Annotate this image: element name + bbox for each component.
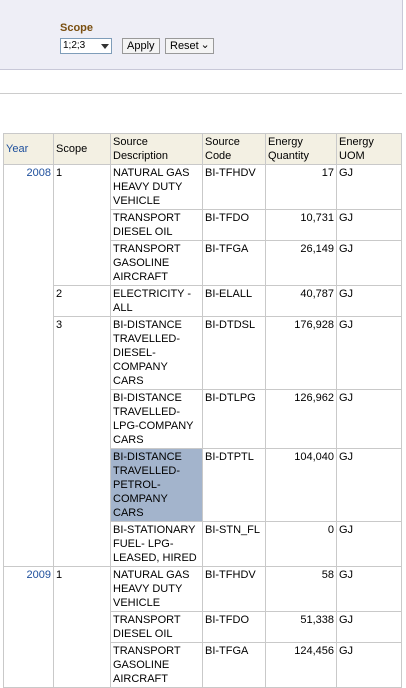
quantity-cell: 176,928: [265, 316, 337, 390]
description-cell: ELECTRICITY - ALL: [110, 285, 203, 317]
uom-cell: GJ: [336, 240, 402, 286]
code-cell: BI-TFDO: [202, 209, 266, 241]
year-cell: 2008: [3, 164, 54, 567]
uom-cell: GJ: [336, 642, 402, 688]
table-row: BI-DISTANCE TRAVELLED-PETROL-COMPANY CAR…: [4, 448, 402, 522]
uom-cell: GJ: [336, 389, 402, 449]
description-cell: NATURAL GAS HEAVY DUTY VEHICLE: [110, 164, 203, 210]
table-row: TRANSPORT GASOLINE AIRCRAFT BI-TFGA 26,149…: [4, 240, 402, 286]
quantity-cell: 40,787: [265, 285, 337, 317]
scope-cell: 1: [53, 164, 111, 286]
uom-cell: GJ: [336, 566, 402, 612]
code-cell: BI-TFGA: [202, 642, 266, 688]
column-header: Source Description: [110, 133, 203, 165]
table-row: 3 BI-DISTANCE TRAVELLED-DIESEL-COMPANY CA…: [4, 316, 402, 567]
table-row: 2009 1 NATURAL GAS HEAVY DUTY VEHICLE BI-TF…: [3, 566, 402, 688]
quantity-cell: 26,149: [265, 240, 337, 286]
description-cell: TRANSPORT GASOLINE AIRCRAFT: [110, 240, 203, 286]
quantity-cell: 0: [265, 521, 337, 567]
description-cell: TRANSPORT DIESEL OIL: [110, 611, 203, 643]
column-header: Scope: [53, 133, 111, 165]
code-cell: BI-STN_FL: [202, 521, 266, 567]
table-body: 2008 1 NATURAL GAS HEAVY DUTY VEHICLE BI-TF…: [3, 164, 402, 688]
description-cell: BI-STATIONARY FUEL- LPG-LEASED, HIRED: [110, 521, 203, 567]
quantity-cell: 58: [265, 566, 337, 612]
quantity-cell: 126,962: [265, 389, 337, 449]
code-cell: BI-TFGA: [202, 240, 266, 286]
code-cell: BI-TFDO: [202, 611, 266, 643]
uom-cell: GJ: [336, 448, 402, 522]
filter-label: Scope: [60, 22, 94, 34]
quantity-cell: 17: [265, 164, 337, 210]
uom-cell: GJ: [336, 209, 402, 241]
uom-cell: GJ: [336, 521, 402, 567]
scope-cell: 2: [53, 285, 111, 317]
code-cell: BI-TFHDV: [202, 164, 266, 210]
reset-arrow: ⌄: [200, 39, 210, 51]
table-row: 2008 1 NATURAL GAS HEAVY DUTY VEHICLE BI-TF…: [3, 164, 402, 567]
table-row: TRANSPORT DIESEL OIL BI-TFDO 10,731 GJ: [4, 209, 402, 241]
uom-cell: GJ: [336, 164, 402, 210]
code-cell: BI-TFHDV: [202, 566, 266, 612]
header-row: Year Scope Source Description Source Code En…: [3, 133, 402, 165]
description-cell: BI-DISTANCE TRAVELLED-LPG-COMPANY CARS: [110, 389, 203, 449]
data-table: Year Scope Source Description Source Code En…: [3, 133, 402, 688]
uom-cell: GJ: [336, 285, 402, 317]
column-header: Energy Quantity: [265, 133, 337, 165]
quantity-cell: 51,338: [265, 611, 337, 643]
column-header: Year: [3, 133, 54, 165]
separator: [0, 93, 402, 94]
year-cell: 2009: [3, 566, 54, 688]
column-header: Energy UOM: [336, 133, 402, 165]
description-cell: TRANSPORT GASOLINE AIRCRAFT: [110, 642, 203, 688]
quantity-cell: 10,731: [265, 209, 337, 241]
table-row: 2 ELECTRICITY - ALL BI-ELALL 40,787 GJ: [4, 285, 402, 317]
uom-cell: GJ: [336, 611, 402, 643]
apply-button[interactable]: Apply: [122, 38, 160, 54]
reset-button[interactable]: Reset ⌄: [165, 38, 214, 54]
code-cell: BI-ELALL: [202, 285, 266, 317]
filter-panel: Scope 1;2;3 Apply Reset ⌄: [0, 0, 403, 70]
uom-cell: GJ: [336, 316, 402, 390]
scope-select[interactable]: 1;2;3: [60, 38, 112, 54]
code-cell: BI-DTPTL: [202, 448, 266, 522]
code-cell: BI-DTDSL: [202, 316, 266, 390]
description-cell: TRANSPORT DIESEL OIL: [110, 209, 203, 241]
code-cell: BI-DTLPG: [202, 389, 266, 449]
scope-cell: 1: [53, 566, 111, 688]
reset-label: Reset: [170, 40, 199, 52]
description-cell: NATURAL GAS HEAVY DUTY VEHICLE: [110, 566, 203, 612]
column-header: Source Code: [202, 133, 266, 165]
quantity-cell: 124,456: [265, 642, 337, 688]
description-cell: BI-DISTANCE TRAVELLED-DIESEL-COMPANY CAR…: [110, 316, 203, 390]
table-row: BI-DISTANCE TRAVELLED-LPG-COMPANY CARS BI…: [4, 389, 402, 449]
table-row: BI-STATIONARY FUEL- LPG-LEASED, HIRED BI-…: [4, 521, 402, 567]
scope-cell: 3: [53, 316, 111, 567]
quantity-cell: 104,040: [265, 448, 337, 522]
description-cell: BI-DISTANCE TRAVELLED-PETROL-COMPANY CAR…: [110, 448, 203, 522]
